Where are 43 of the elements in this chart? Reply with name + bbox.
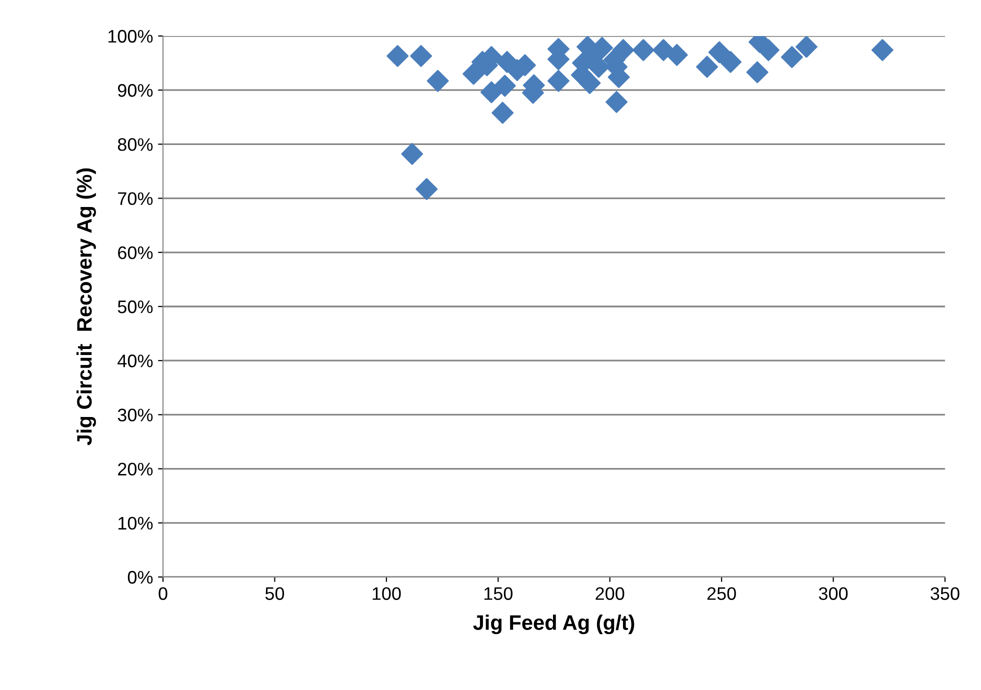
y-tick-label: 50% [118, 300, 153, 314]
y-tick-label: 20% [118, 462, 153, 476]
x-tick-label: 0 [158, 587, 168, 600]
point [386, 45, 409, 68]
point [578, 72, 601, 94]
y-tick-label: 0% [128, 570, 153, 584]
x-tick-label: 200 [596, 587, 624, 600]
y-tick-label: 100% [108, 30, 153, 43]
point [494, 74, 516, 97]
x-tick-label: 250 [707, 587, 736, 600]
point [871, 39, 894, 62]
x-tick-label: 300 [818, 587, 848, 600]
point [720, 50, 742, 73]
point [588, 56, 610, 78]
point [606, 91, 628, 113]
point [696, 56, 718, 78]
x-tick-label: 150 [484, 587, 512, 600]
y-tick-label: 60% [118, 246, 153, 260]
point [666, 44, 688, 66]
point [492, 102, 514, 124]
point [401, 142, 424, 165]
y-axis-title: Jig Circuit Recovery Ag (%) [76, 168, 96, 446]
point [547, 70, 570, 92]
x-tick-label: 350 [930, 587, 960, 600]
point [462, 62, 485, 85]
point [416, 178, 438, 200]
y-tick-label: 30% [118, 408, 153, 422]
y-tick-label: 10% [118, 516, 153, 530]
point [780, 46, 803, 68]
point [795, 36, 818, 58]
point [708, 41, 730, 64]
x-tick-label: 100 [372, 587, 401, 600]
point [480, 81, 502, 104]
point [426, 70, 449, 92]
point [632, 39, 654, 62]
point [410, 45, 432, 68]
y-tick-label: 80% [118, 138, 153, 151]
y-tick-label: 40% [118, 354, 153, 368]
y-tick-label: 70% [118, 192, 153, 206]
x-tick-label: 50 [265, 587, 284, 600]
x-axis-title: Jig Feed Ag (g/t) [473, 614, 634, 634]
y-tick-label: 90% [118, 84, 153, 97]
point [746, 61, 768, 84]
